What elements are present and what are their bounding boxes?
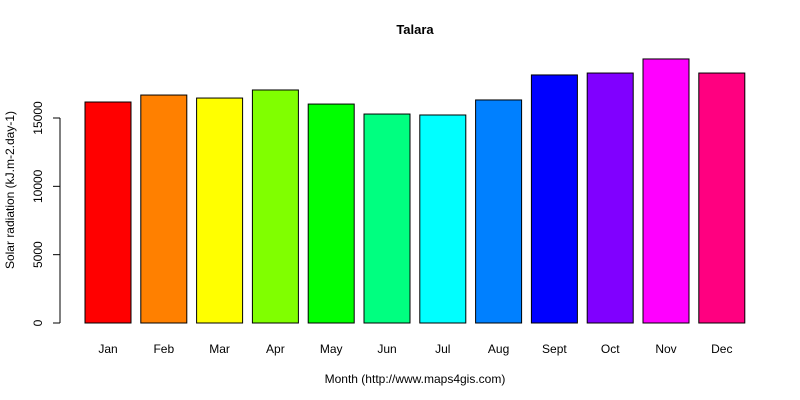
x-tick-label: Apr [266,342,285,356]
y-tick-label: 0 [31,319,45,326]
x-tick-label: Jun [377,342,396,356]
y-axis: 0 5000 10000 15000 [31,101,61,326]
bar-feb [140,94,188,324]
bar-sept [530,74,578,324]
x-tick-label: Jul [435,342,450,356]
x-axis-label: Month (http://www.maps4gis.com) [324,372,506,386]
x-tick-label: May [320,342,343,356]
bar-jul [419,114,467,324]
x-tick-label: Mar [209,342,230,356]
y-tick-label: 5000 [31,241,45,268]
bar-oct [586,72,634,324]
chart-title: Talara [396,22,434,37]
y-tick-label: 10000 [31,169,45,203]
bar-jan [84,101,132,324]
x-tick-label: Feb [153,342,174,356]
x-tick-label: Jan [98,342,117,356]
bar-mar [196,97,244,324]
x-tick-labels: Jan Feb Mar Apr May Jun Jul Aug Sept Oct Nov Dec [98,342,732,356]
x-tick-label: Aug [488,342,509,356]
bars [84,58,746,324]
bar-jun [363,113,411,324]
bar-may [307,103,355,324]
x-tick-label: Nov [655,342,676,356]
x-tick-label: Sept [542,342,567,356]
x-tick-label: Oct [601,342,620,356]
bar-apr [251,89,299,324]
bar-nov [642,58,690,324]
x-tick-label: Dec [711,342,732,356]
y-tick-label: 15000 [31,101,45,135]
bar-aug [475,99,523,324]
bar-dec [698,72,746,324]
